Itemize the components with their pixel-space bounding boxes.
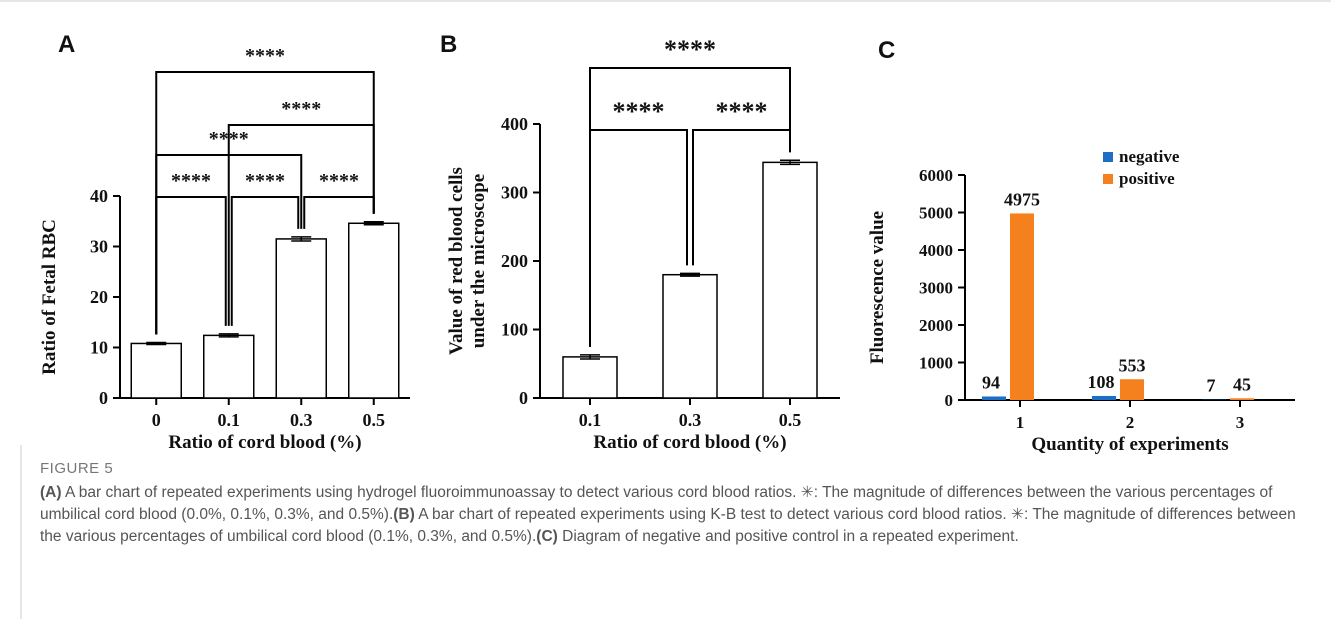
y-tick-label: 20 (90, 287, 108, 307)
bar (1120, 379, 1144, 400)
error-bar (680, 272, 700, 277)
x-tick-label: 3 (1236, 413, 1245, 432)
x-tick-label: 0.3 (290, 410, 313, 430)
x-tick-label: 0.1 (579, 410, 602, 430)
x-tick-label: 1 (1016, 413, 1025, 432)
y-tick-label: 400 (501, 114, 528, 134)
y-tick-label: 30 (90, 237, 108, 257)
x-axis-label: Quantity of experiments (1031, 434, 1228, 455)
y-tick-label: 5000 (919, 204, 953, 223)
bar (203, 334, 255, 399)
significance-label: **** (319, 170, 359, 192)
caption-label: (C) (536, 528, 558, 545)
data-label: 108 (1088, 372, 1115, 392)
panel-label: A (58, 31, 75, 58)
y-tick-label: 100 (501, 320, 528, 340)
y-tick-label: 40 (90, 186, 108, 206)
x-tick-label: 0.1 (218, 410, 241, 430)
caption-part: Diagram of negative and positive control… (557, 528, 1019, 545)
legend-label: negative (1119, 147, 1180, 166)
y-tick-label: 300 (501, 183, 528, 203)
x-tick-label: 0 (152, 410, 161, 430)
significance-bracket (155, 196, 227, 335)
x-tick-label: 2 (1126, 413, 1135, 432)
x-tick-label: 0.3 (679, 410, 702, 430)
bar (982, 396, 1006, 400)
y-tick-label: 0 (99, 388, 108, 408)
legend-label: positive (1119, 169, 1175, 188)
x-axis-label: Ratio of cord blood (%) (168, 432, 361, 453)
y-tick-label: 2000 (919, 316, 953, 335)
bar (562, 356, 618, 399)
bar (1092, 395, 1116, 400)
error-bar (780, 159, 800, 166)
significance-label: **** (245, 170, 285, 192)
bar (348, 222, 400, 399)
caption-label: (A) (40, 484, 62, 501)
bar (130, 342, 182, 399)
significance-bracket (589, 67, 791, 347)
significance-bracket (230, 196, 300, 326)
significance-label: **** (613, 97, 665, 126)
data-label: 94 (982, 372, 1000, 392)
significance-label: **** (245, 45, 285, 67)
data-label: 4975 (1004, 189, 1040, 209)
y-axis-label: Fluorescence value (867, 211, 888, 364)
caption-text: (A) A bar chart of repeated experiments … (40, 482, 1310, 548)
error-bar (363, 221, 384, 226)
y-tick-label: 4000 (919, 241, 953, 260)
y-axis-label: Value of red blood cells (446, 167, 467, 355)
significance-label: **** (281, 98, 321, 120)
bar (1010, 213, 1034, 400)
bar (275, 238, 327, 399)
y-axis-label: under the microscope (468, 174, 489, 349)
caption-part: A bar chart of repeated experiments usin… (40, 506, 1296, 545)
error-bar (218, 333, 239, 338)
figure-label: FIGURE 5 (40, 460, 114, 477)
y-tick-label: 10 (90, 338, 108, 358)
caption: FIGURE 5 (A) A bar chart of repeated exp… (40, 458, 1310, 548)
caption-label: (B) (393, 506, 415, 523)
x-tick-label: 0.5 (779, 410, 802, 430)
significance-label: **** (664, 35, 716, 64)
y-tick-label: 6000 (919, 166, 953, 185)
data-label: 7 (1207, 376, 1216, 396)
panel-label: C (878, 37, 895, 64)
caption-part: A bar chart of repeated experiments usin… (40, 484, 1273, 523)
data-label: 553 (1119, 355, 1146, 375)
y-tick-label: 0 (519, 388, 528, 408)
y-tick-label: 0 (945, 391, 954, 410)
x-tick-label: 0.5 (363, 410, 386, 430)
error-bar (291, 236, 312, 242)
panel-label: B (440, 31, 457, 58)
y-tick-label: 1000 (919, 354, 953, 373)
y-axis-label: Ratio of Fetal RBC (39, 219, 60, 375)
significance-bracket (155, 71, 375, 335)
significance-label: **** (716, 97, 768, 126)
data-label: 45 (1233, 374, 1251, 394)
y-tick-label: 3000 (919, 279, 953, 298)
x-axis-label: Ratio of cord blood (%) (593, 432, 786, 453)
bar (762, 161, 818, 399)
y-tick-label: 200 (501, 251, 528, 271)
bar (1230, 398, 1254, 400)
legend-swatch (1103, 174, 1113, 184)
bar (662, 273, 718, 399)
significance-label: **** (171, 170, 211, 192)
legend-swatch (1103, 152, 1113, 162)
error-bar (580, 354, 600, 360)
error-bar (146, 341, 167, 346)
